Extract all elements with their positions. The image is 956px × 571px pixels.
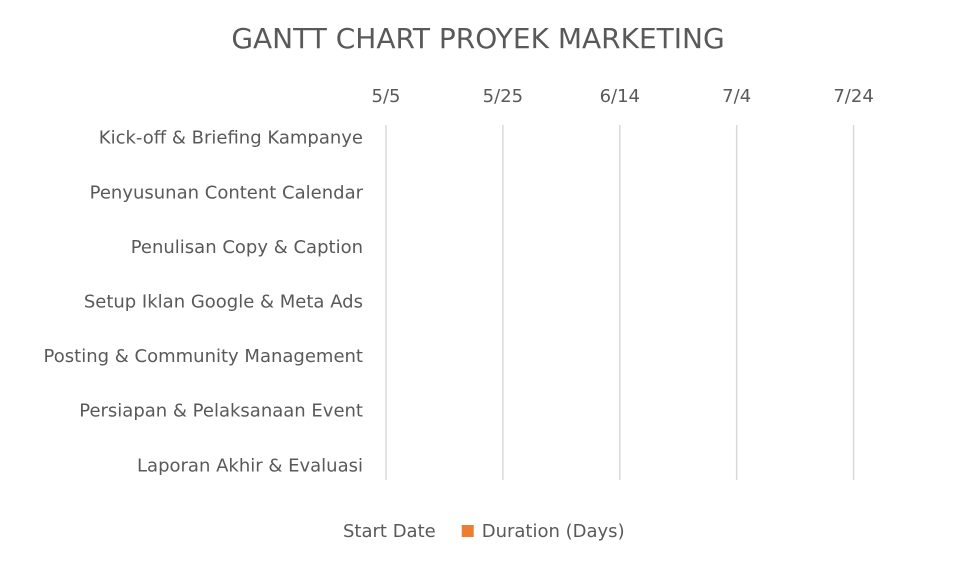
y-tick-label: Posting & Community Management [44, 346, 363, 367]
y-tick-label: Kick-off & Briefing Kampanye [99, 128, 363, 149]
x-tick-label: 5/5 [372, 86, 401, 107]
x-tick-label: 6/14 [600, 86, 640, 107]
y-tick-label: Setup Iklan Google & Meta Ads [84, 292, 363, 313]
x-tick-label: 7/24 [833, 86, 873, 107]
y-tick-label: Persiapan & Pelaksanaan Event [79, 401, 363, 422]
y-tick-label: Penulisan Copy & Caption [131, 237, 363, 258]
legend-swatch [461, 525, 474, 537]
chart-title: GANTT CHART PROYEK MARKETING [231, 22, 724, 55]
x-tick-label: 5/25 [483, 86, 523, 107]
legend-label: Start Date [343, 521, 436, 542]
x-tick-label: 7/4 [722, 86, 751, 107]
y-tick-label: Penyusunan Content Calendar [90, 182, 364, 203]
y-tick-label: Laporan Akhir & Evaluasi [137, 455, 363, 476]
legend-label: Duration (Days) [482, 521, 625, 542]
